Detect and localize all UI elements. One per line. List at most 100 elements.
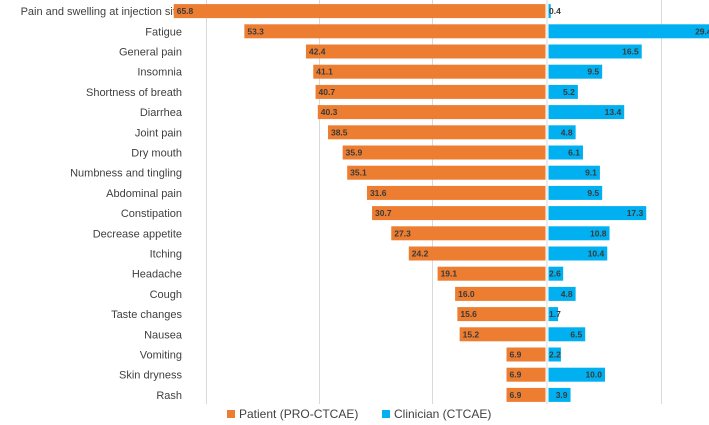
data-label-patient: 24.2: [412, 249, 429, 259]
category-label: Headache: [132, 269, 182, 281]
bar-clinician: [548, 24, 709, 39]
bar-clinician: [548, 145, 583, 160]
data-label-clinician: 5.2: [563, 87, 575, 97]
bar-clinician: [548, 307, 559, 322]
data-label-clinician: 0.4: [549, 6, 561, 16]
category-label: Skin dryness: [119, 370, 182, 382]
data-label-clinician: 9.1: [585, 168, 597, 178]
data-label-patient: 6.9: [510, 350, 522, 360]
data-label-clinician: 29.4: [695, 26, 709, 36]
legend-swatch-patient: [227, 410, 235, 418]
gridlines: [206, 0, 662, 404]
data-label-patient: 38.5: [331, 127, 348, 137]
bar-clinician: [548, 226, 610, 241]
data-label-clinician: 6.5: [570, 329, 582, 339]
bar-patient: [408, 246, 546, 261]
data-label-patient: 6.9: [510, 370, 522, 380]
data-label-clinician: 2.6: [549, 269, 561, 279]
data-label-clinician: 9.5: [587, 188, 599, 198]
bar-patient: [437, 266, 546, 281]
bar-clinician: [548, 347, 561, 362]
data-label-patient: 6.9: [510, 390, 522, 400]
bar-patient: [342, 145, 546, 160]
category-label: Nausea: [144, 329, 183, 341]
bar-clinician: [548, 84, 578, 99]
bar-patient: [366, 185, 546, 200]
category-labels: Pain and swelling at injection site Fatig…: [21, 6, 183, 402]
bar-clinician: [548, 165, 600, 180]
bar-clinician: [548, 4, 551, 19]
bar-clinician: [548, 206, 647, 221]
legend-label-patient: Patient (PRO-CTCAE): [239, 407, 358, 421]
category-label: Shortness of breath: [86, 87, 182, 99]
category-label: Rash: [156, 390, 182, 402]
category-label: Abdominal pain: [106, 188, 182, 200]
bar-patient: [313, 64, 546, 79]
data-label-patient: 19.1: [441, 269, 458, 279]
category-label: Pain and swelling at injection site: [21, 6, 182, 18]
bar-patient: [244, 24, 546, 39]
bar-clinician: [548, 327, 586, 342]
bar-patient: [317, 105, 546, 120]
bar-patient: [459, 327, 546, 342]
data-label-patient: 42.4: [309, 47, 326, 57]
data-labels: 65.8 0.4 53.3 29.4 42.4 16.5 41.1 9.5 40.7 5.2 40.…: [177, 6, 709, 400]
data-label-patient: 15.6: [460, 309, 477, 319]
category-label: Insomnia: [137, 67, 183, 79]
bar-clinician: [548, 387, 571, 402]
legend: Patient (PRO-CTCAE) Clinician (CTCAE): [227, 407, 491, 421]
data-label-patient: 35.1: [350, 168, 367, 178]
data-label-clinician: 10.4: [588, 249, 605, 259]
category-label: Joint pain: [135, 127, 182, 139]
bar-clinician: [548, 64, 603, 79]
data-label-patient: 35.9: [346, 148, 363, 158]
bar-patient: [305, 44, 546, 59]
bar-clinician: [548, 286, 576, 301]
bars: [173, 4, 709, 402]
bar-clinician: [548, 367, 605, 382]
bar-clinician: [548, 266, 564, 281]
category-label: Fatigue: [145, 26, 182, 38]
category-label: Itching: [150, 249, 182, 261]
category-label: Taste changes: [111, 309, 182, 321]
bar-clinician: [548, 125, 576, 140]
bar-clinician: [548, 185, 603, 200]
category-label: Cough: [150, 289, 182, 301]
category-label: Numbness and tingling: [70, 168, 182, 180]
data-label-patient: 31.6: [370, 188, 387, 198]
data-label-clinician: 2.2: [549, 350, 561, 360]
data-label-clinician: 1.7: [549, 309, 561, 319]
data-label-clinician: 10.0: [585, 370, 602, 380]
data-label-patient: 40.3: [321, 107, 338, 117]
data-label-clinician: 3.9: [556, 390, 568, 400]
data-label-clinician: 10.8: [590, 228, 607, 238]
category-label: Vomiting: [140, 350, 182, 362]
bar-patient: [315, 84, 546, 99]
bar-patient: [347, 165, 546, 180]
data-label-patient: 65.8: [177, 6, 194, 16]
data-label-patient: 15.2: [463, 329, 480, 339]
legend-label-clinician: Clinician (CTCAE): [394, 407, 491, 421]
data-label-patient: 16.0: [458, 289, 475, 299]
bar-clinician: [548, 105, 625, 120]
data-label-patient: 30.7: [375, 208, 392, 218]
data-label-patient: 40.7: [319, 87, 336, 97]
bar-patient: [391, 226, 546, 241]
bar-patient: [506, 347, 546, 362]
data-label-clinician: 13.4: [605, 107, 622, 117]
bar-patient: [327, 125, 546, 140]
category-label: Constipation: [121, 208, 182, 220]
bar-patient: [506, 387, 546, 402]
data-label-clinician: 17.3: [627, 208, 644, 218]
data-label-clinician: 9.5: [587, 67, 599, 77]
category-label: Dry mouth: [131, 148, 182, 160]
bar-patient: [455, 286, 546, 301]
data-label-patient: 53.3: [247, 26, 264, 36]
data-label-clinician: 16.5: [622, 47, 639, 57]
bar-patient: [173, 4, 546, 19]
bar-patient: [506, 367, 546, 382]
data-label-clinician: 4.8: [561, 289, 573, 299]
bar-patient: [457, 307, 546, 322]
data-label-patient: 41.1: [316, 67, 333, 77]
